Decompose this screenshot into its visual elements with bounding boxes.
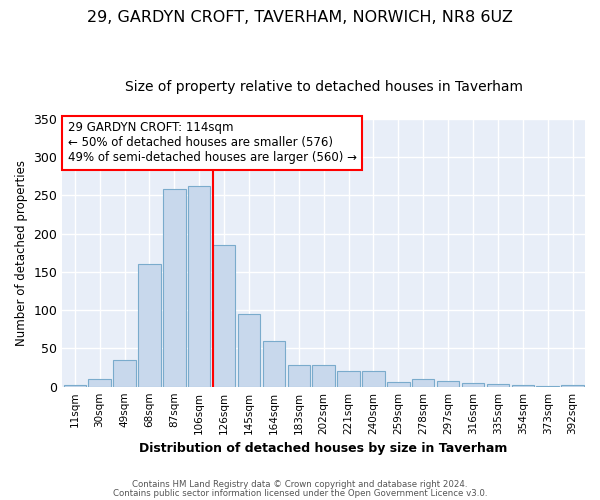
Text: 29, GARDYN CROFT, TAVERHAM, NORWICH, NR8 6UZ: 29, GARDYN CROFT, TAVERHAM, NORWICH, NR8… bbox=[87, 10, 513, 25]
Text: 29 GARDYN CROFT: 114sqm
← 50% of detached houses are smaller (576)
49% of semi-d: 29 GARDYN CROFT: 114sqm ← 50% of detache… bbox=[68, 122, 356, 164]
Text: Contains HM Land Registry data © Crown copyright and database right 2024.: Contains HM Land Registry data © Crown c… bbox=[132, 480, 468, 489]
Bar bbox=[412, 379, 434, 386]
Bar bbox=[287, 365, 310, 386]
X-axis label: Distribution of detached houses by size in Taverham: Distribution of detached houses by size … bbox=[139, 442, 508, 455]
Bar bbox=[163, 189, 185, 386]
Bar bbox=[64, 385, 86, 386]
Bar bbox=[337, 372, 360, 386]
Bar bbox=[313, 365, 335, 386]
Bar bbox=[238, 314, 260, 386]
Bar bbox=[113, 360, 136, 386]
Bar bbox=[487, 384, 509, 386]
Bar bbox=[362, 372, 385, 386]
Y-axis label: Number of detached properties: Number of detached properties bbox=[15, 160, 28, 346]
Text: Contains public sector information licensed under the Open Government Licence v3: Contains public sector information licen… bbox=[113, 488, 487, 498]
Bar bbox=[437, 382, 460, 386]
Bar bbox=[188, 186, 211, 386]
Bar bbox=[88, 379, 111, 386]
Title: Size of property relative to detached houses in Taverham: Size of property relative to detached ho… bbox=[125, 80, 523, 94]
Bar bbox=[512, 385, 534, 386]
Bar bbox=[213, 245, 235, 386]
Bar bbox=[387, 382, 410, 386]
Bar bbox=[462, 383, 484, 386]
Bar bbox=[138, 264, 161, 386]
Bar bbox=[562, 385, 584, 386]
Bar bbox=[263, 341, 285, 386]
